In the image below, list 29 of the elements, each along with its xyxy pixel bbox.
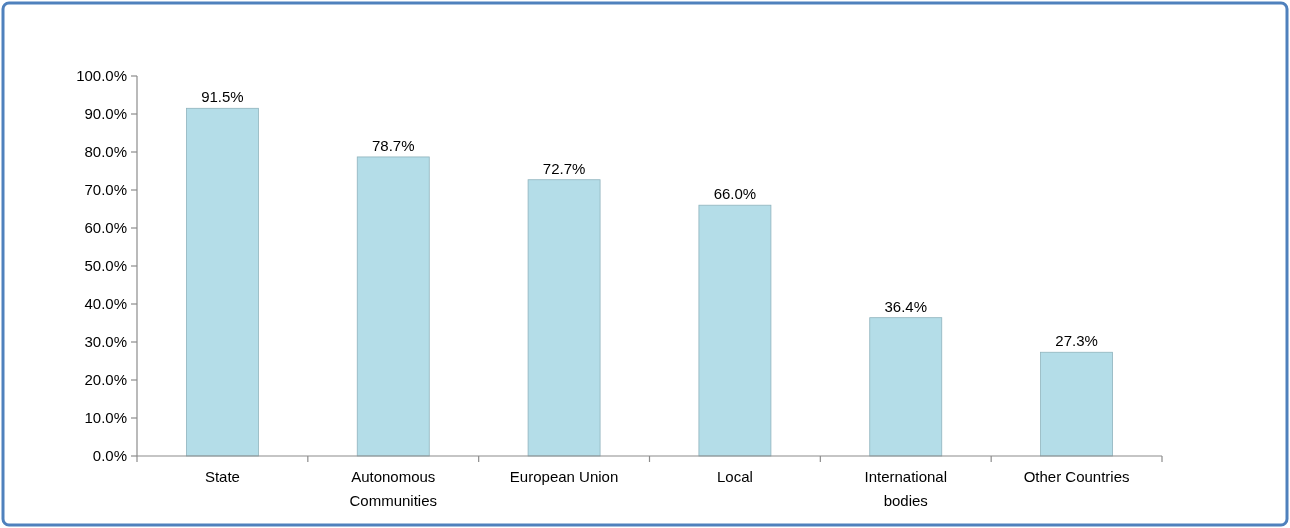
y-tick-label: 10.0% [84,409,127,427]
y-tick-label: 50.0% [84,257,127,275]
y-tick-label: 100.0% [76,67,127,85]
bar [1040,351,1113,457]
y-tick-label: 80.0% [84,143,127,161]
x-tick-label: State [204,468,240,485]
y-tick-label: 20.0% [84,371,127,389]
bar [186,107,259,457]
y-tick-label: 60.0% [84,219,127,237]
x-tick-label: International bodies [864,468,948,509]
x-tick-label: Other Countries [1023,468,1130,485]
y-tick-label: 90.0% [84,105,127,123]
x-tick-label: Local [716,468,753,485]
data-label: 72.7% [542,159,586,177]
x-tick-label: Autonomous Communities [349,468,438,509]
data-label: 36.4% [884,297,928,315]
y-tick-label: 0.0% [92,447,127,465]
data-label: 91.5% [201,88,244,106]
bar [869,317,943,457]
y-tick-label: 40.0% [84,295,127,313]
data-label: 66.0% [713,185,757,203]
bar [356,156,430,457]
bar [698,204,772,457]
bar [527,179,601,457]
data-label: 78.7% [371,136,415,154]
y-tick-label: 70.0% [84,181,127,199]
x-tick-label: European Union [509,468,619,485]
data-label: 27.3% [1055,332,1098,350]
y-tick-label: 30.0% [84,333,127,351]
